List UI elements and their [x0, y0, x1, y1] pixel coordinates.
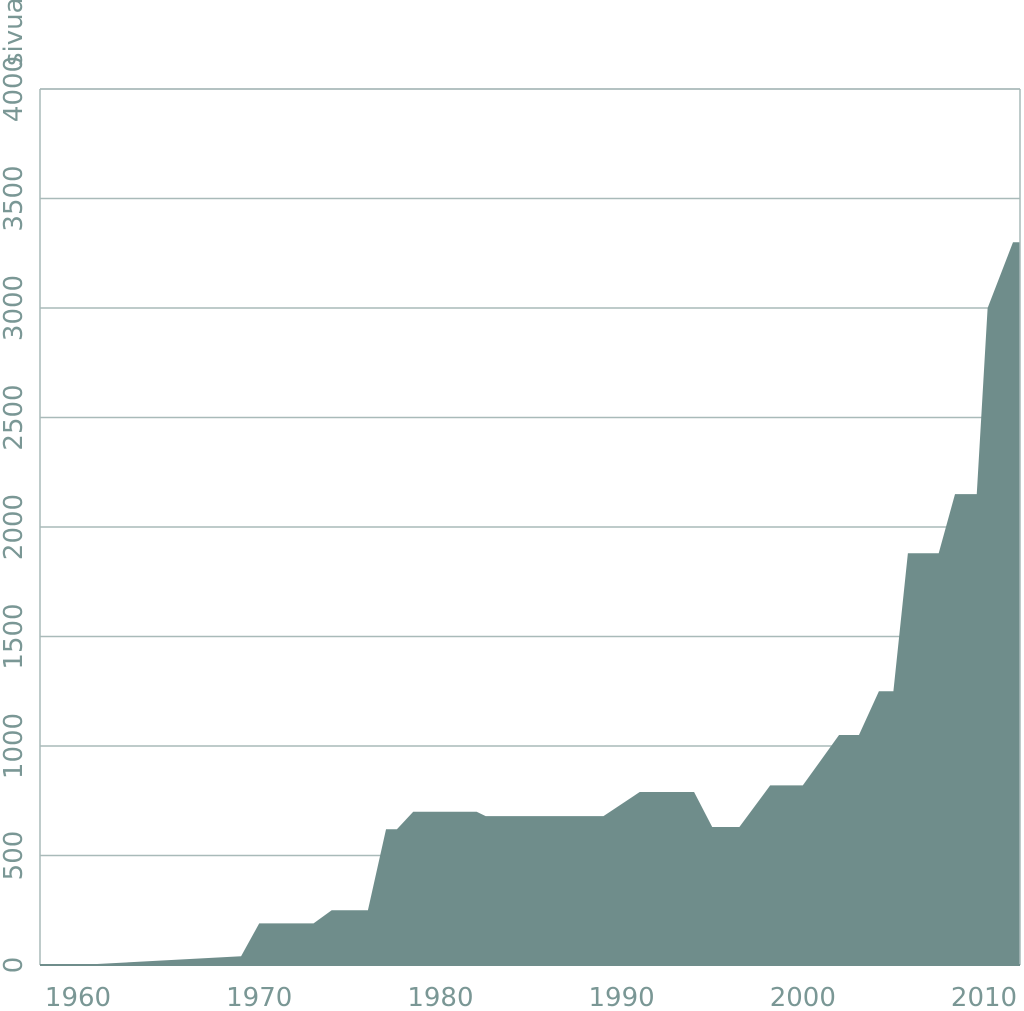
x-tick-label: 1980 [407, 983, 473, 1011]
y-tick-label: 3000 [0, 275, 29, 341]
x-tick-label: 1990 [589, 983, 655, 1011]
y-tick-label: 2000 [0, 494, 29, 560]
x-tick-label: 2000 [770, 983, 836, 1011]
x-tick-label: 1970 [226, 983, 292, 1011]
y-tick-label: 0 [0, 957, 29, 974]
x-tick-labels: 1960 1970 1980 1990 2000 2010 [45, 983, 1017, 1011]
area-series [78, 242, 1020, 966]
y-tick-label: 2500 [0, 384, 29, 450]
y-tick-label: 3500 [0, 165, 29, 231]
x-tick-label: 1960 [45, 983, 111, 1011]
y-tick-label: 1500 [0, 603, 29, 669]
y-tick-label: 1000 [0, 713, 29, 779]
plot-frame [39, 88, 1021, 966]
grid-lines [40, 88, 1020, 857]
x-tick-label: 2010 [951, 983, 1017, 1011]
y-tick-label: 500 [0, 831, 29, 881]
y-unit-label: sivua [0, 0, 29, 66]
y-tick-label: 4000 [0, 56, 29, 122]
y-tick-labels: 0 500 1000 1500 2000 2500 3000 3500 4000 [0, 56, 29, 973]
